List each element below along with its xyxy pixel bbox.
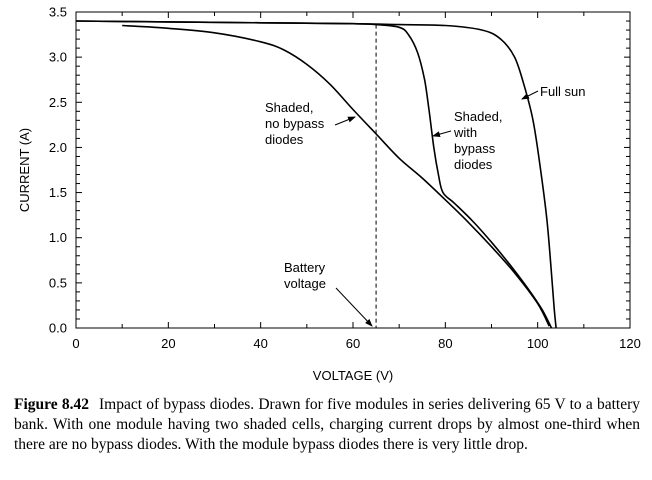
annotation-battery-voltage-arrow bbox=[335, 287, 373, 327]
x-tick-label: 20 bbox=[161, 336, 175, 351]
annotation-shaded-bypass-line: bypass bbox=[454, 141, 496, 156]
annotation-battery-voltage: Battery voltage bbox=[284, 260, 373, 327]
annotation-full-sun-line: Full sun bbox=[540, 84, 586, 99]
y-tick-label: 1.0 bbox=[49, 230, 67, 245]
annotation-shaded-no-bypass-arrow bbox=[334, 116, 356, 126]
caption-text: Impact of bypass diodes. Drawn for five … bbox=[14, 396, 641, 453]
series-line-1 bbox=[75, 20, 553, 329]
x-tick-label: 80 bbox=[438, 336, 452, 351]
y-tick-label: 2.0 bbox=[49, 140, 67, 155]
annotation-shaded-no-bypass-line: Shaded, bbox=[265, 100, 313, 115]
annotation-battery-voltage-line: Battery bbox=[284, 260, 326, 275]
series-layer bbox=[75, 20, 557, 329]
annotation-shaded-no-bypass: Shaded, no bypass diodes bbox=[265, 100, 356, 147]
annotation-shaded-no-bypass-line: no bypass bbox=[265, 116, 325, 131]
svg-text:Battery voltage: Battery voltage bbox=[284, 260, 329, 291]
x-tick-label: 0 bbox=[72, 336, 79, 351]
caption-label: Figure 8.42 bbox=[14, 396, 89, 413]
svg-text:Shaded, no bypass: Shaded, no bypass diodes bbox=[265, 100, 328, 147]
svg-text:Shaded, with bypas: Shaded, with bypass diodes bbox=[453, 109, 506, 172]
annotation-shaded-bypass-line: with bbox=[453, 125, 477, 140]
annotation-full-sun-arrow bbox=[521, 90, 539, 100]
y-tick-label: 3.0 bbox=[49, 50, 67, 65]
y-tick-label: 2.5 bbox=[49, 95, 67, 110]
plot-frame bbox=[75, 11, 631, 329]
x-tick-label: 40 bbox=[253, 336, 267, 351]
y-tick-label: 0.5 bbox=[49, 275, 67, 290]
y-axis-title: CURRENT (A) bbox=[17, 128, 32, 212]
annotation-shaded-bypass: Shaded, with bypass diodes bbox=[432, 109, 506, 172]
annotation-shaded-bypass-line: diodes bbox=[454, 157, 493, 172]
x-tick-label: 120 bbox=[619, 336, 641, 351]
x-tick-label: 60 bbox=[346, 336, 360, 351]
annotation-battery-voltage-line: voltage bbox=[284, 276, 326, 291]
y-axis-ticks: 0.0 0.5 1.0 1.5 2.0 2.5 3.0 3.5 bbox=[49, 5, 630, 336]
y-tick-label: 0.0 bbox=[49, 321, 67, 336]
x-tick-label: 100 bbox=[527, 336, 549, 351]
y-tick-label: 3.5 bbox=[49, 5, 67, 20]
annotation-full-sun: Full sun bbox=[521, 84, 586, 100]
svg-text:Full sun: Full sun bbox=[540, 84, 586, 99]
x-axis-title: VOLTAGE (V) bbox=[313, 368, 393, 383]
series-line-2 bbox=[122, 24, 550, 327]
x-axis-ticks: 0 20 40 60 80 100 120 bbox=[72, 12, 641, 351]
y-tick-label: 1.5 bbox=[49, 185, 67, 200]
annotation-shaded-bypass-arrow bbox=[432, 130, 452, 138]
annotation-shaded-bypass-line: Shaded, bbox=[454, 109, 502, 124]
figure-caption: Figure 8.42 Impact of bypass diodes. Draw… bbox=[14, 395, 640, 455]
annotation-shaded-no-bypass-line: diodes bbox=[265, 132, 304, 147]
